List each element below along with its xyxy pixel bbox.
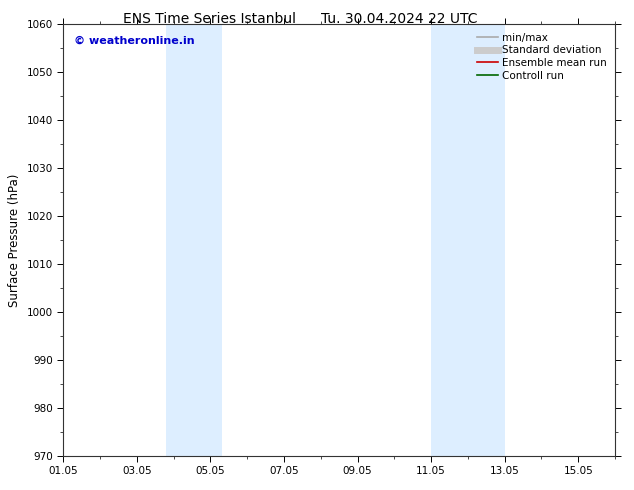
Text: Tu. 30.04.2024 22 UTC: Tu. 30.04.2024 22 UTC [321,12,477,26]
Legend: min/max, Standard deviation, Ensemble mean run, Controll run: min/max, Standard deviation, Ensemble me… [474,30,610,84]
Y-axis label: Surface Pressure (hPa): Surface Pressure (hPa) [8,173,21,307]
Bar [431,24,505,456]
Text: © weatheronline.in: © weatheronline.in [74,35,195,45]
Text: ENS Time Series Istanbul: ENS Time Series Istanbul [123,12,295,26]
Bar [166,24,221,456]
